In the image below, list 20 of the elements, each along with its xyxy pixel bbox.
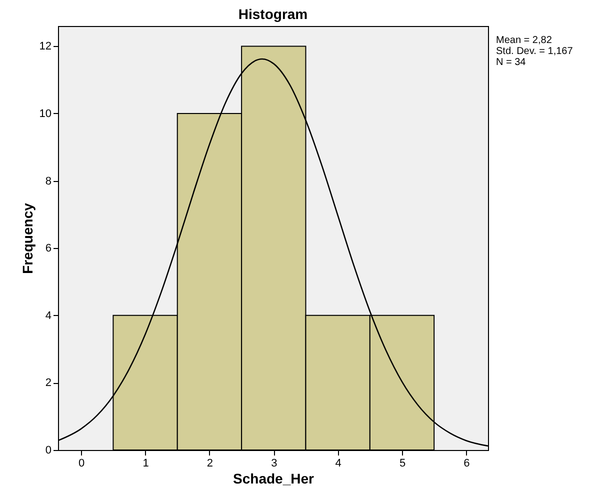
text: Std. Dev. = 1,167 — [496, 46, 574, 57]
y-tick-label: 4 — [45, 310, 52, 322]
x-tick-label: 1 — [142, 458, 149, 470]
y-tick-label: 10 — [39, 108, 52, 120]
chart-title: Histogram — [238, 6, 308, 22]
x-tick-label: 5 — [399, 458, 406, 470]
x-tick-label: 3 — [271, 458, 278, 470]
x-tick-label: 4 — [335, 458, 342, 470]
x-tick-label: 2 — [206, 458, 214, 470]
text: N = 34 — [496, 57, 526, 68]
y-axis-title: Frequency — [19, 202, 36, 274]
y-tick-label: 0 — [45, 444, 52, 456]
x-tick-label: 0 — [78, 458, 85, 470]
y-tick-label: 12 — [39, 40, 52, 53]
y-tick-label: 6 — [45, 242, 52, 255]
y-tick-label: 8 — [45, 175, 52, 188]
text: Mean = 2,82 — [496, 35, 552, 46]
y-tick-label: 2 — [45, 377, 52, 390]
x-axis-title: Schade_Her — [233, 470, 315, 486]
x-tick-label: 6 — [464, 458, 470, 470]
